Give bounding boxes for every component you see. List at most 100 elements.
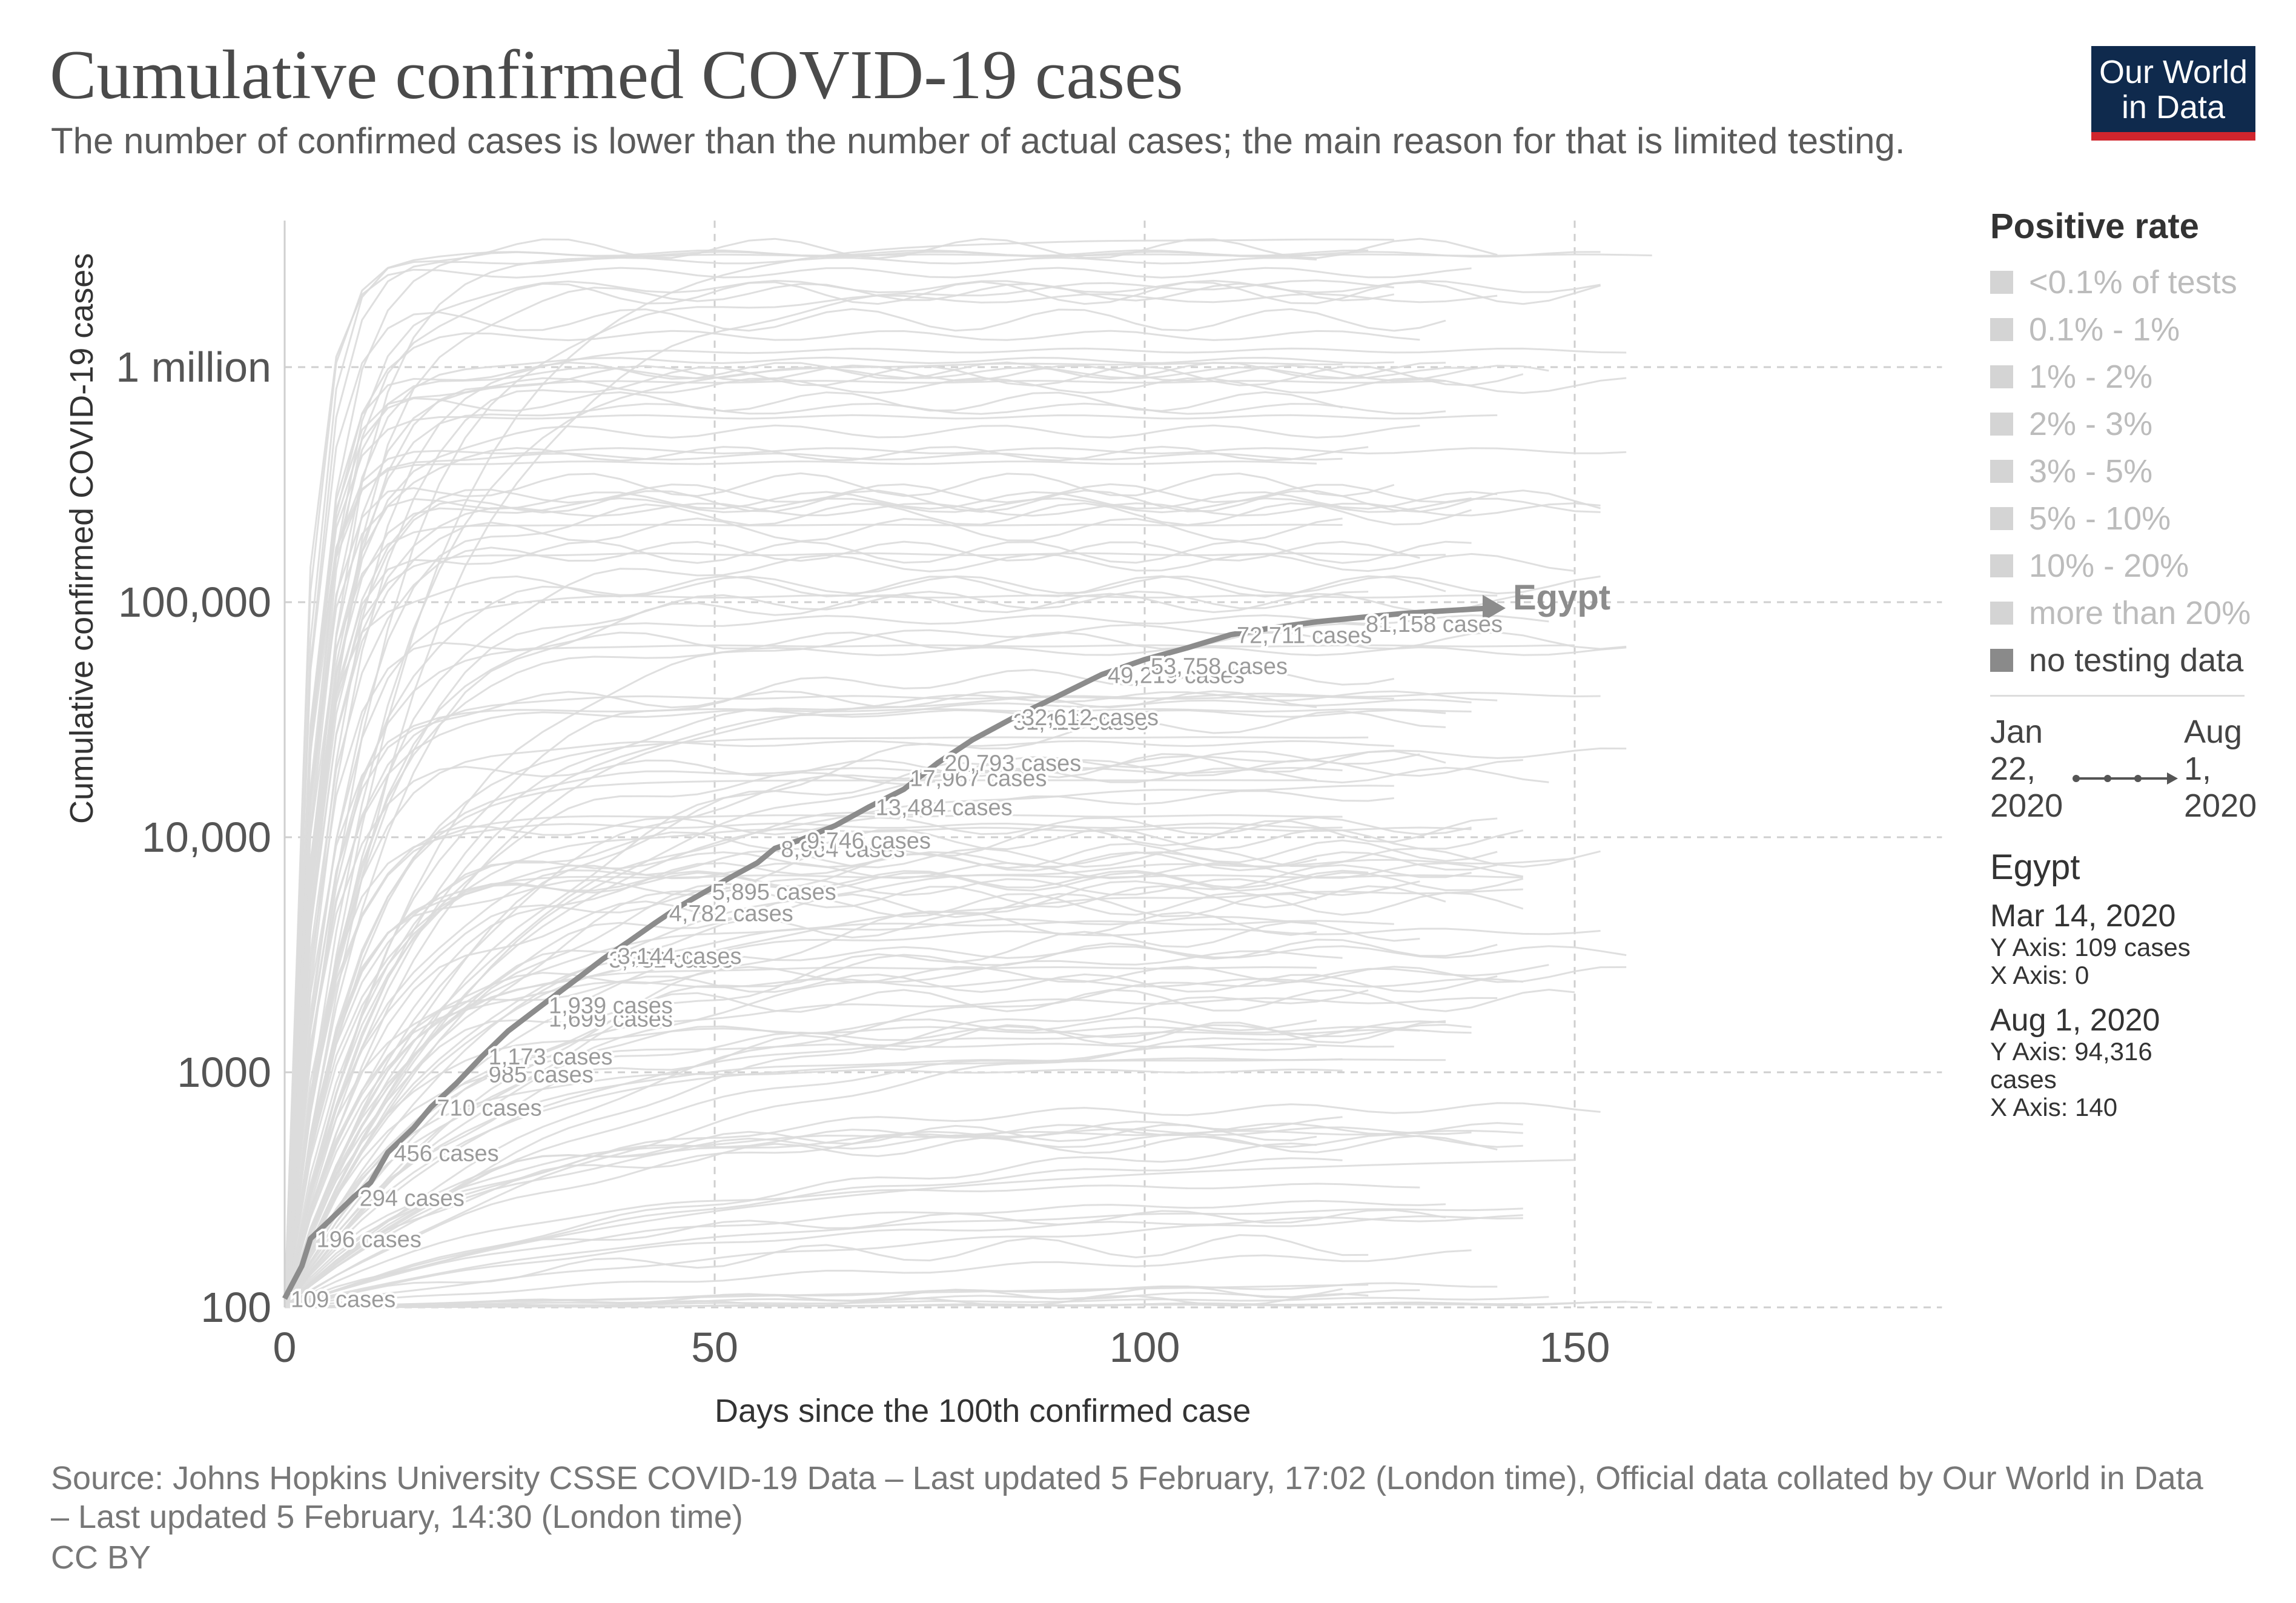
logo-accent-bar bbox=[2091, 132, 2255, 141]
timeline-end-day: 1, bbox=[2184, 751, 2212, 787]
background-country-line bbox=[284, 1207, 1523, 1309]
info-end-y-unit: cases bbox=[1990, 1065, 2057, 1094]
background-country-line bbox=[283, 402, 1446, 1308]
legend-label: 10% - 20% bbox=[2029, 548, 2189, 584]
y-tick-label: 10,000 bbox=[142, 814, 271, 861]
background-country-line bbox=[283, 491, 1498, 1308]
background-country-line bbox=[283, 460, 1317, 1308]
owid-logo[interactable]: Our World in Data bbox=[2091, 46, 2255, 141]
data-label: 1,939 cases bbox=[549, 993, 673, 1018]
background-country-line bbox=[284, 1234, 1369, 1309]
timeline-slider[interactable]: Jan 22, 2020 Aug 1, 2020 bbox=[1990, 714, 2275, 835]
data-label: 31,115 cases bbox=[1013, 710, 1148, 735]
background-country-line bbox=[283, 1043, 1394, 1308]
background-country-line bbox=[283, 1133, 1523, 1308]
legend-item-no-testing-data[interactable]: no testing data bbox=[1990, 637, 2275, 684]
background-country-line bbox=[283, 699, 1472, 1308]
logo-line-2: in Data bbox=[2121, 89, 2226, 125]
background-country-line bbox=[283, 447, 1627, 1308]
background-country-line bbox=[284, 1214, 1523, 1309]
legend-swatch bbox=[1990, 271, 2013, 294]
info-start-x: X Axis: 0 bbox=[1990, 961, 2089, 989]
background-country-line bbox=[283, 884, 1446, 1308]
background-country-line bbox=[283, 928, 1601, 1308]
x-axis-title: Days since the 100th confirmed case bbox=[715, 1393, 1251, 1429]
background-country-line bbox=[283, 540, 1420, 1308]
background-country-line bbox=[283, 871, 1524, 1308]
background-country-line bbox=[283, 347, 1627, 1308]
timeline-start-day: 22, bbox=[1990, 751, 2036, 787]
background-country-line bbox=[284, 1249, 1472, 1309]
legend-label: 2% - 3% bbox=[2029, 406, 2153, 442]
background-country-line bbox=[283, 690, 1317, 1308]
legend-label: 1% - 2% bbox=[2029, 359, 2153, 395]
background-country-line bbox=[283, 502, 1472, 1308]
legend-item-3-to-5[interactable]: 3% - 5% bbox=[1990, 448, 2275, 495]
background-country-line bbox=[283, 766, 1343, 1308]
background-country-line bbox=[283, 1135, 1498, 1309]
background-country-line bbox=[283, 280, 1601, 1308]
legend-item-5-to-10[interactable]: 5% - 10% bbox=[1990, 495, 2275, 542]
background-country-line bbox=[284, 1286, 1343, 1309]
background-country-line bbox=[284, 1157, 1343, 1309]
background-country-line bbox=[283, 839, 1498, 1308]
legend-item-lt-0-1[interactable]: <0.1% of tests bbox=[1990, 259, 2275, 306]
info-end-y: Y Axis: 94,316 bbox=[1990, 1037, 2152, 1066]
background-country-line bbox=[283, 817, 1498, 1308]
background-country-line bbox=[283, 575, 1601, 1308]
background-country-line bbox=[283, 279, 1394, 1308]
background-country-line bbox=[283, 365, 1524, 1308]
egypt-series: Egypt bbox=[282, 578, 1610, 1300]
background-country-line bbox=[283, 709, 1446, 1308]
background-country-line bbox=[283, 646, 1627, 1308]
legend-item-2-to-3[interactable]: 2% - 3% bbox=[1990, 400, 2275, 448]
background-country-line bbox=[284, 1159, 1575, 1309]
egypt-end-label: Egypt bbox=[1513, 578, 1610, 617]
background-country-line bbox=[283, 253, 1652, 1308]
background-country-line bbox=[283, 964, 1549, 1309]
legend-swatch bbox=[1990, 649, 2013, 672]
logo-line-1: Our World bbox=[2099, 54, 2248, 90]
background-country-lines bbox=[283, 237, 1652, 1309]
timeline-track-icon[interactable] bbox=[2071, 769, 2180, 788]
info-end-date: Aug 1, 2020 bbox=[1990, 1003, 2160, 1038]
background-country-line bbox=[283, 847, 1601, 1308]
x-tick-label: 150 bbox=[1540, 1324, 1610, 1371]
background-country-line bbox=[284, 1020, 1446, 1309]
data-label: 9,746 cases bbox=[807, 828, 931, 854]
data-annotations: 109 cases 196 cases 294 cases 456 cases 710 … bbox=[288, 609, 1505, 1315]
license-link[interactable]: CC BY bbox=[51, 1539, 151, 1576]
legend-item-0-1-to-1[interactable]: 0.1% - 1% bbox=[1990, 306, 2275, 353]
legend-swatch bbox=[1990, 413, 2013, 436]
background-country-line bbox=[283, 540, 1472, 1308]
legend-item-1-to-2[interactable]: 1% - 2% bbox=[1990, 353, 2275, 400]
background-country-line bbox=[283, 667, 1395, 1308]
data-label: 1,173 cases bbox=[489, 1044, 613, 1070]
background-country-line bbox=[283, 864, 1472, 1308]
source-note: Source: Johns Hopkins University CSSE CO… bbox=[51, 1460, 2203, 1535]
data-label: 13,484 cases bbox=[876, 795, 1013, 821]
legend-item-gt-20[interactable]: more than 20% bbox=[1990, 589, 2275, 637]
background-country-line bbox=[283, 424, 1420, 1308]
background-country-line bbox=[283, 750, 1420, 1308]
background-country-line bbox=[284, 989, 1369, 1309]
legend-label: 3% - 5% bbox=[2029, 453, 2153, 490]
data-label: 3,032 cases bbox=[609, 948, 733, 973]
chart-subtitle: The number of confirmed cases is lower t… bbox=[51, 121, 1905, 161]
legend-item-10-to-20[interactable]: 10% - 20% bbox=[1990, 542, 2275, 589]
background-country-line bbox=[284, 1142, 1317, 1309]
x-tick-label: 50 bbox=[691, 1324, 738, 1371]
egypt-line bbox=[282, 605, 1489, 1300]
background-country-line bbox=[283, 361, 1446, 1308]
background-country-line bbox=[283, 553, 1575, 1308]
background-country-line bbox=[283, 826, 1472, 1308]
background-country-line bbox=[283, 973, 1498, 1308]
background-country-line bbox=[283, 1129, 1523, 1309]
timeline-start-month: Jan bbox=[1990, 714, 2043, 750]
background-country-line bbox=[283, 785, 1394, 1308]
background-country-line bbox=[283, 414, 1498, 1308]
legend-swatch bbox=[1990, 602, 2013, 625]
legend-label: no testing data bbox=[2029, 642, 2244, 679]
background-country-line bbox=[283, 690, 1498, 1308]
data-label: 196 cases bbox=[317, 1227, 422, 1253]
